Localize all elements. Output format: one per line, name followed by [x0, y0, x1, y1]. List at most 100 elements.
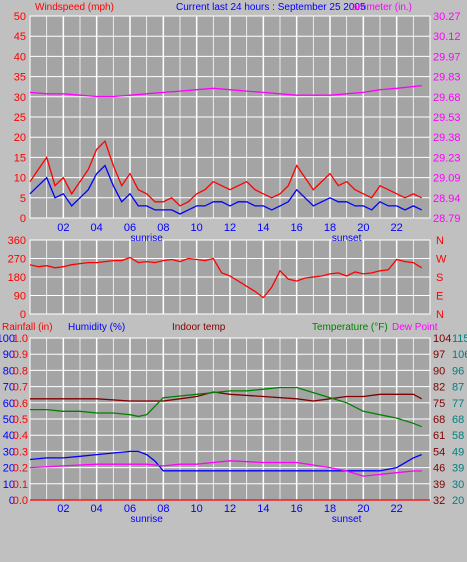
chart-wind-barometer: 0 5 10 15 20 25 30 35 40 45 50 28.79 28.94 29.09 29.23…: [14, 11, 461, 244]
y-tick-barometer: 29.68: [433, 92, 461, 104]
x-tick-label: 08: [157, 503, 169, 515]
y-tick-compass: N: [436, 309, 444, 321]
y-tick-rainfall: 1.0: [13, 333, 28, 345]
x-tick-label: 22: [391, 503, 403, 515]
x-tick-label: 10: [191, 222, 203, 234]
y-tick-temperature: 49: [452, 446, 464, 458]
x-tick-label: 16: [291, 503, 303, 515]
x-tick-label: 08: [157, 222, 169, 234]
y-tick-windspeed: 50: [14, 11, 26, 23]
y-tick-rainfall: 0.4: [13, 430, 28, 442]
x-tick-label: 04: [91, 222, 103, 234]
y-tick-direction: 0: [20, 309, 26, 321]
x-tick-label: 04: [91, 503, 103, 515]
y-tick-barometer: 29.83: [433, 72, 461, 84]
x-tick-label: 10: [191, 503, 203, 515]
series-wind: [29, 164, 422, 215]
chart-title: Current last 24 hours : September 25 200…: [176, 2, 366, 13]
marker-sunset: sunset: [332, 233, 362, 244]
y-tick-barometer: 29.23: [433, 152, 461, 164]
y-tick-barometer: 29.09: [433, 173, 461, 185]
series-indoor-temp: [30, 391, 423, 402]
y-tick-compass: W: [436, 254, 447, 266]
y-tick-temperature: 68: [452, 414, 464, 426]
series-direction: [29, 256, 423, 299]
barometer-label: arometer (in.): [352, 2, 412, 13]
y-tick-windspeed: 15: [14, 152, 26, 164]
y-tick-indoor: 82: [433, 382, 445, 394]
y-tick-barometer: 30.27: [433, 11, 461, 23]
y-tick-rainfall: 0.2: [13, 463, 28, 475]
y-tick-temperature: 39: [452, 463, 464, 475]
windspeed-label: Windspeed (mph): [35, 2, 114, 13]
y-tick-humidity: 30: [3, 446, 15, 458]
x-tick-label: 12: [224, 222, 236, 234]
y-tick-rainfall: 0.8: [13, 365, 28, 377]
indoor-temp-label: Indoor temp: [172, 322, 226, 333]
y-tick-indoor: 54: [433, 446, 445, 458]
y-tick-windspeed: 45: [14, 31, 26, 43]
y-tick-humidity: 70: [3, 382, 15, 394]
y-tick-barometer: 30.12: [433, 31, 461, 43]
y-tick-compass: E: [436, 291, 443, 303]
y-tick-indoor: 32: [433, 495, 445, 507]
y-tick-rainfall: 0.0: [13, 495, 28, 507]
y-tick-direction: 360: [8, 235, 26, 247]
y-tick-rainfall: 0.9: [13, 349, 28, 361]
x-tick-label: 20: [357, 503, 369, 515]
y-tick-windspeed: 35: [14, 72, 26, 84]
x-tick-label: 22: [391, 222, 403, 234]
y-tick-indoor: 75: [433, 398, 445, 410]
y-tick-barometer: 29.53: [433, 112, 461, 124]
series-gust: [29, 140, 422, 207]
y-tick-temperature: 115: [452, 333, 467, 345]
x-tick-label: 20: [357, 222, 369, 234]
y-tick-indoor: 90: [433, 365, 445, 377]
y-tick-humidity: 80: [3, 365, 15, 377]
y-tick-temperature: 106: [452, 349, 467, 361]
y-tick-rainfall: 0.1: [13, 479, 28, 491]
x-tick-label: 14: [257, 503, 269, 515]
marker-sunrise: sunrise: [131, 233, 164, 244]
y-tick-temperature: 77: [452, 398, 464, 410]
y-tick-temperature: 20: [452, 495, 464, 507]
y-tick-indoor: 39: [433, 479, 445, 491]
y-tick-temperature: 58: [452, 430, 464, 442]
y-tick-compass: N: [436, 235, 444, 247]
y-tick-humidity: 40: [3, 430, 15, 442]
x-tick-label: 18: [324, 503, 336, 515]
x-tick-label: 16: [291, 222, 303, 234]
x-tick-label: 02: [57, 222, 69, 234]
y-tick-windspeed: 0: [20, 213, 26, 225]
y-tick-indoor: 104: [433, 333, 451, 345]
y-tick-temperature: 87: [452, 382, 464, 394]
y-tick-barometer: 28.79: [433, 213, 461, 225]
x-tick-label: 06: [124, 222, 136, 234]
y-tick-direction: 180: [8, 272, 26, 284]
x-tick-label: 18: [324, 222, 336, 234]
y-tick-compass: S: [436, 272, 443, 284]
y-tick-indoor: 46: [433, 463, 445, 475]
y-tick-indoor: 68: [433, 414, 445, 426]
series-humidity: [29, 450, 422, 472]
y-tick-humidity: 50: [3, 414, 15, 426]
y-tick-windspeed: 30: [14, 92, 26, 104]
y-tick-humidity: 100: [0, 333, 15, 345]
y-tick-rainfall: 0.7: [13, 382, 28, 394]
y-tick-direction: 90: [14, 291, 26, 303]
y-tick-windspeed: 25: [14, 112, 26, 124]
y-tick-indoor: 61: [433, 430, 445, 442]
y-tick-indoor: 97: [433, 349, 445, 361]
y-tick-temperature: 96: [452, 365, 464, 377]
x-tick-label: 06: [124, 503, 136, 515]
y-tick-windspeed: 40: [14, 51, 26, 63]
marker-sunrise: sunrise: [131, 514, 164, 525]
chart-temperature-humidity: 0 10 20 30 40 50 60 70 80 90 100 0.0 0.1 0.2 0.3 0.4 0.5…: [0, 333, 467, 525]
y-tick-barometer: 28.94: [433, 193, 461, 205]
x-tick-label: 14: [257, 222, 269, 234]
x-tick-label: 12: [224, 503, 236, 515]
humidity-label: Humidity (%): [68, 322, 125, 333]
y-tick-rainfall: 0.5: [13, 414, 28, 426]
marker-sunset: sunset: [332, 514, 362, 525]
